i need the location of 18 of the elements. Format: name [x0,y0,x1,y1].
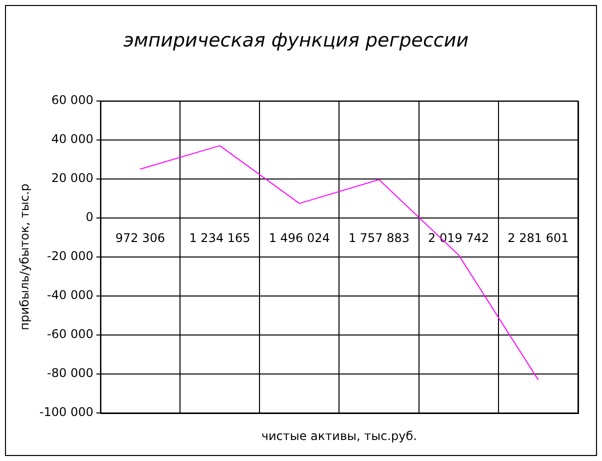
x-tick-label: 2 019 742 [428,231,490,246]
chart-title: эмпирическая функция регрессии [123,29,469,52]
y-tick-label: -100 000 [39,405,94,420]
y-tick-label: -20 000 [47,249,94,264]
x-tick-label: 1 496 024 [268,231,330,246]
y-tick-label: 60 000 [51,92,94,107]
y-tick-label: -60 000 [47,327,94,342]
y-tick-label: -80 000 [47,366,94,380]
y-tick-label: 20 000 [51,170,94,185]
x-axis-title: чистые активы, тыс.руб. [261,429,417,444]
x-tick-label: 972 306 [115,231,165,246]
y-tick-label: 0 [86,210,94,224]
y-tick-label: -40 000 [47,288,94,302]
x-tick-label: 1 234 165 [189,231,250,246]
y-axis-title: прибыль/убыток, тыс.р [17,184,32,330]
x-tick-label: 1 757 883 [348,231,410,246]
y-tick-label: 40 000 [51,132,94,146]
x-tick-label: 2 281 601 [508,231,569,246]
